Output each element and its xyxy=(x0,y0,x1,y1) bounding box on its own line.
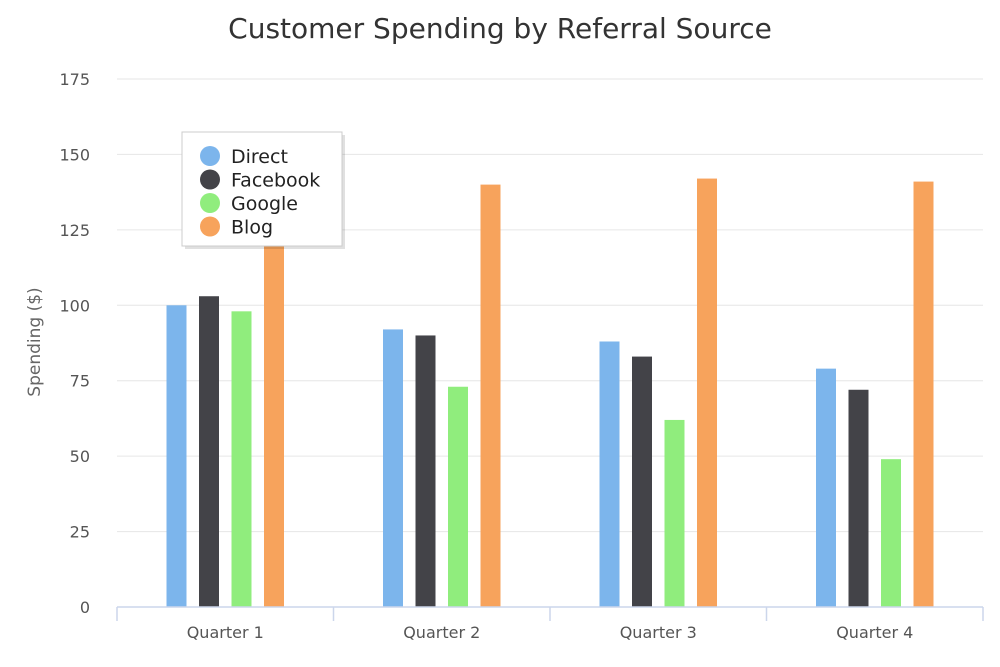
legend-marker[interactable] xyxy=(200,193,220,213)
bar-direct[interactable] xyxy=(816,368,836,607)
bar-facebook[interactable] xyxy=(415,335,436,607)
bar-blog[interactable] xyxy=(480,184,501,607)
y-tick-label: 25 xyxy=(70,523,90,542)
bar-blog[interactable] xyxy=(697,178,717,607)
legend-item-label[interactable]: Google xyxy=(231,193,298,215)
y-tick-label: 0 xyxy=(80,598,90,617)
legend-item-label[interactable]: Facebook xyxy=(231,170,320,192)
y-tick-label: 150 xyxy=(59,145,90,164)
x-tick-label: Quarter 2 xyxy=(403,623,480,642)
bar-facebook[interactable] xyxy=(199,296,219,607)
bar-facebook[interactable] xyxy=(632,356,652,607)
y-axis-title: Spending ($) xyxy=(25,287,45,396)
x-tick-label: Quarter 4 xyxy=(836,623,913,642)
bar-google[interactable] xyxy=(664,419,685,607)
bars xyxy=(166,178,934,607)
y-tick-label: 50 xyxy=(70,447,90,466)
bar-direct[interactable] xyxy=(599,341,620,607)
legend-marker[interactable] xyxy=(200,216,220,237)
chart-title: Customer Spending by Referral Source xyxy=(228,12,772,45)
y-tick-label: 75 xyxy=(70,372,90,391)
bar-blog[interactable] xyxy=(264,241,284,607)
y-axis-ticks: 0 25 50 75 100 125 150 175 xyxy=(59,70,90,617)
y-tick-label: 175 xyxy=(59,70,90,89)
legend-marker[interactable] xyxy=(200,169,220,190)
bar-google[interactable] xyxy=(448,386,468,607)
bar-google[interactable] xyxy=(231,311,252,607)
bar-blog[interactable] xyxy=(913,181,934,607)
bar-direct[interactable] xyxy=(383,329,403,607)
y-tick-label: 125 xyxy=(59,221,90,240)
bar-facebook[interactable] xyxy=(848,389,869,607)
x-tick-label: Quarter 3 xyxy=(620,623,697,642)
bar-direct[interactable] xyxy=(166,305,187,607)
legend-item-label[interactable]: Blog xyxy=(231,217,273,239)
legend-item-label[interactable]: Direct xyxy=(231,146,288,168)
bar-google[interactable] xyxy=(881,459,901,607)
legend-marker[interactable] xyxy=(200,146,220,166)
x-tick-label: Quarter 1 xyxy=(187,623,264,642)
x-axis: Quarter 1 Quarter 2 Quarter 3 Quarter 4 xyxy=(116,606,984,642)
y-tick-label: 100 xyxy=(59,296,90,315)
